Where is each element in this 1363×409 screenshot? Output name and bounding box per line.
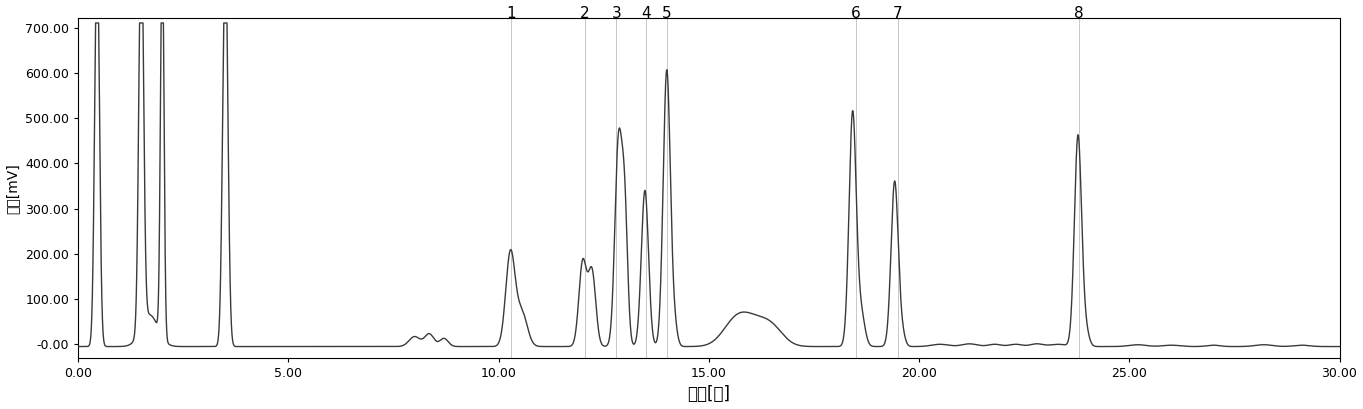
- Text: 1: 1: [507, 6, 517, 21]
- Text: 5: 5: [662, 6, 672, 21]
- Text: 2: 2: [581, 6, 590, 21]
- Text: 4: 4: [641, 6, 650, 21]
- X-axis label: 시간[분]: 시간[분]: [687, 385, 731, 403]
- Text: 7: 7: [893, 6, 902, 21]
- Y-axis label: 전류[mV]: 전류[mV]: [5, 163, 19, 213]
- Text: 6: 6: [851, 6, 861, 21]
- Text: 3: 3: [612, 6, 622, 21]
- Text: 8: 8: [1074, 6, 1084, 21]
